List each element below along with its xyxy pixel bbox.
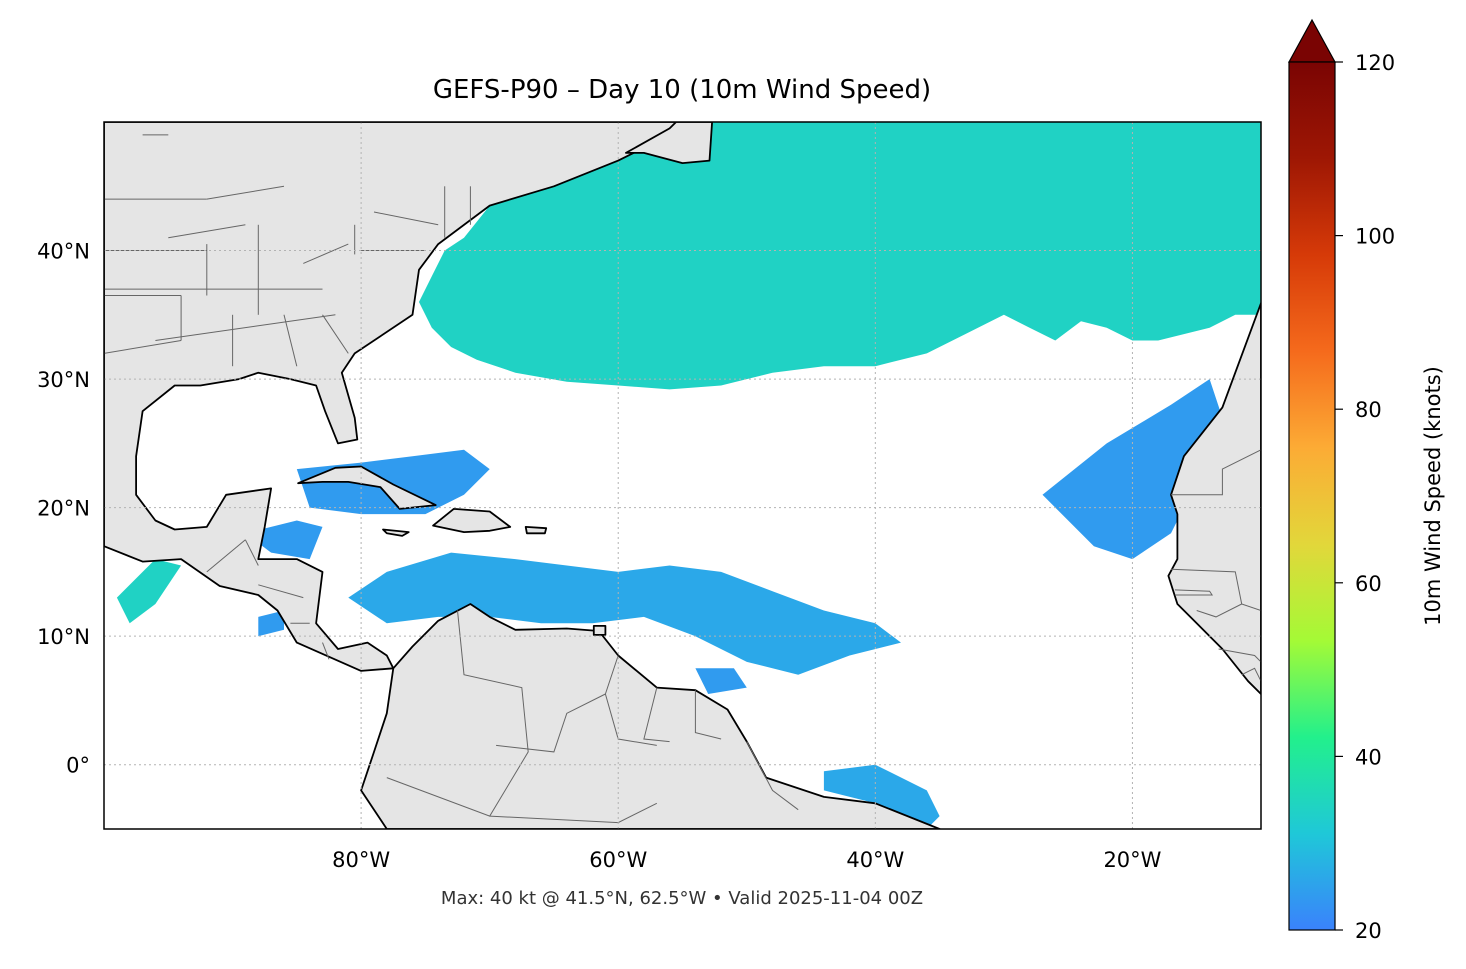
land-newfoundland	[625, 122, 713, 165]
border-line	[258, 584, 304, 599]
border-line	[1196, 603, 1242, 618]
lat-tick-label: 20°N	[37, 497, 90, 521]
lat-tick-label: 40°N	[37, 240, 90, 264]
border-line	[322, 642, 330, 660]
border-line	[1218, 648, 1261, 663]
border-line	[283, 314, 298, 367]
colorbar-tick-label: 60	[1355, 572, 1382, 596]
land-hispaniola	[432, 507, 512, 533]
border-line	[206, 185, 285, 200]
longitude-tick-labels: 80°W 60°W 40°W 20°W	[332, 848, 1162, 872]
border-line	[322, 314, 349, 354]
map-frame	[103, 121, 1262, 830]
border-line	[1171, 449, 1261, 496]
colorbar-tick-label: 100	[1355, 225, 1395, 249]
border-line	[1241, 667, 1261, 682]
border-line	[1170, 568, 1261, 611]
colorbar: 20 40 60 80 100 120 10m Wind Speed (knots)	[1287, 18, 1445, 943]
lat-tick-label: 10°N	[37, 625, 90, 649]
wind-region-gulf-of-tehuantepec	[116, 559, 182, 624]
colorbar-extend-arrow	[1287, 18, 1337, 63]
lat-tick-label: 0°	[66, 754, 90, 778]
border-line	[1174, 589, 1214, 596]
colorbar-label: 10m Wind Speed (knots)	[1421, 366, 1445, 626]
lon-tick-label: 80°W	[332, 848, 390, 872]
latitude-tick-labels: 40°N 30°N 20°N 10°N 0°	[37, 240, 90, 778]
colorbar-tick-label: 120	[1355, 51, 1395, 75]
colorbar-tick-label: 80	[1355, 398, 1382, 422]
land-puerto-rico	[524, 526, 548, 535]
wind-region-bahamas-cuba	[296, 449, 490, 515]
lat-tick-label: 30°N	[37, 368, 90, 392]
border-line	[155, 314, 336, 341]
colorbar-tick-label: 20	[1355, 919, 1382, 943]
wind-region-papagayo-patch	[258, 610, 284, 637]
border-line	[168, 224, 246, 239]
lon-tick-label: 20°W	[1103, 848, 1161, 872]
colorbar-gradient	[1288, 61, 1336, 931]
border-line	[386, 610, 529, 817]
border-line	[694, 690, 722, 740]
border-line	[303, 243, 349, 264]
border-line	[496, 693, 606, 753]
lon-tick-label: 40°W	[846, 848, 904, 872]
map-area	[104, 122, 1261, 829]
land-cuba	[297, 465, 437, 510]
border-line	[244, 539, 259, 566]
land-south-america	[360, 603, 941, 829]
border-line	[373, 211, 439, 226]
wind-region-brazil-coast-patch	[823, 764, 940, 829]
border-line	[206, 539, 246, 573]
wind-region-guiana-coast-patch	[695, 668, 747, 694]
map-title: GEFS-P90 – Day 10 (10m Wind Speed)	[433, 75, 931, 105]
land-africa	[1167, 302, 1261, 695]
border-line	[604, 655, 657, 746]
border-line	[104, 340, 182, 354]
lon-tick-label: 60°W	[589, 848, 647, 872]
wind-region-southern-caribbean	[348, 552, 901, 675]
footer-note: Max: 40 kt @ 41.5°N, 62.5°W • Valid 2025…	[441, 888, 923, 909]
colorbar-tick-labels: 20 40 60 80 100 120	[1335, 51, 1395, 943]
land-layer	[104, 122, 1261, 829]
land-jamaica	[382, 528, 410, 537]
land-trinidad	[592, 625, 607, 636]
border-line	[643, 687, 670, 743]
border-line	[746, 741, 799, 811]
colorbar-tick-label: 40	[1355, 745, 1382, 769]
wind-region-north-atlantic-band	[419, 122, 1261, 390]
